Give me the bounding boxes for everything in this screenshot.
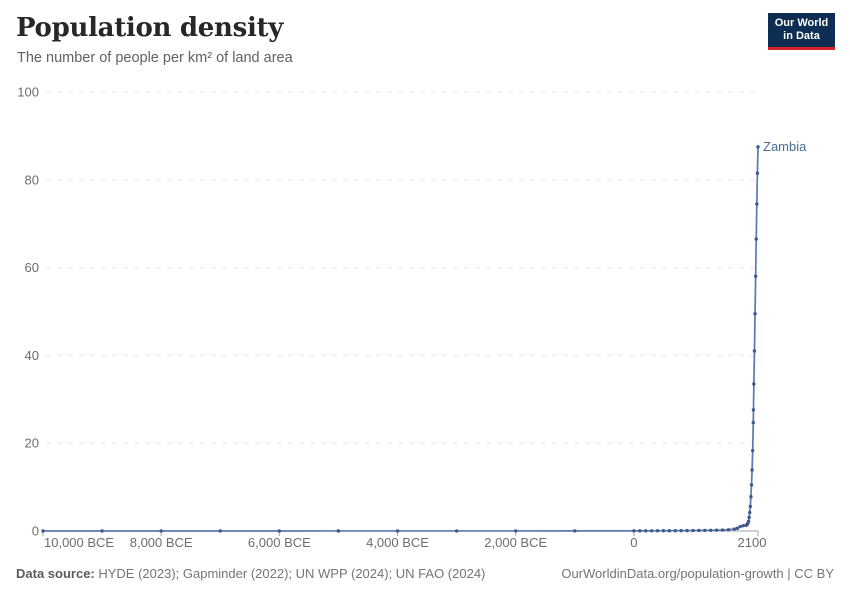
owid-url-link[interactable]: OurWorldinData.org/population-growth | C… — [561, 566, 834, 581]
data-point-marker — [573, 529, 577, 533]
data-point-marker — [41, 529, 45, 533]
y-axis-tick-label: 100 — [17, 85, 39, 100]
data-point-marker — [738, 524, 742, 529]
data-point-marker — [632, 529, 636, 533]
data-point-marker — [747, 515, 751, 520]
x-axis-tick-label: 6,000 BCE — [248, 535, 311, 550]
chart-footer: Data source: HYDE (2023); Gapminder (202… — [16, 566, 834, 581]
series-line[interactable] — [42, 146, 759, 532]
data-point-marker — [735, 526, 740, 531]
data-point-marker — [748, 510, 752, 515]
chart-subtitle: The number of people per km² of land are… — [17, 50, 293, 66]
data-point-marker — [755, 202, 759, 206]
data-point-marker — [673, 528, 677, 533]
x-axis-tick-label: 4,000 BCE — [366, 535, 429, 550]
data-point-marker — [697, 528, 701, 533]
series-entity-label[interactable]: Zambia — [763, 139, 807, 154]
data-point-marker — [100, 529, 104, 533]
data-point-marker — [750, 468, 754, 472]
data-point-marker — [661, 529, 666, 533]
data-point-marker — [753, 311, 757, 316]
data-point-marker — [755, 171, 760, 175]
x-axis-tick-label: 0 — [630, 535, 637, 550]
data-point-marker — [709, 528, 713, 532]
x-axis-tick-label: 8,000 BCE — [130, 535, 193, 550]
data-point-marker — [720, 528, 725, 532]
data-point-marker — [638, 529, 642, 533]
data-source-label: Data source: — [16, 566, 95, 581]
data-point-marker — [749, 495, 753, 499]
data-point-marker — [667, 529, 672, 533]
data-point-marker — [514, 529, 518, 533]
data-point-marker — [679, 528, 683, 533]
data-point-marker — [754, 237, 758, 241]
owid-logo[interactable]: Our World in Data — [768, 13, 835, 50]
y-axis-tick-label: 40 — [25, 348, 39, 363]
data-point-marker — [741, 524, 745, 528]
data-point-marker — [218, 529, 222, 533]
data-point-marker — [756, 145, 760, 149]
x-axis-tick-label: 10,000 BCE — [44, 535, 114, 550]
data-source-note: Data source: HYDE (2023); Gapminder (202… — [16, 566, 485, 581]
data-point-marker — [655, 529, 660, 533]
data-point-marker — [753, 274, 758, 279]
data-point-marker — [703, 528, 707, 533]
y-axis-tick-label: 20 — [25, 436, 39, 451]
x-axis-tick-label: 2,000 BCE — [484, 535, 547, 550]
owid-logo-line2: in Data — [783, 30, 820, 42]
data-point-marker — [685, 528, 689, 533]
data-source-text: HYDE (2023); Gapminder (2022); UN WPP (2… — [94, 566, 486, 581]
data-point-marker — [751, 420, 755, 425]
data-point-marker — [732, 527, 737, 531]
data-point-marker — [159, 529, 163, 533]
data-point-marker — [750, 448, 755, 453]
data-point-marker — [277, 529, 282, 533]
data-point-marker — [454, 529, 459, 533]
y-axis-tick-label: 60 — [25, 260, 39, 275]
data-point-marker — [752, 349, 757, 353]
data-point-marker — [714, 528, 719, 532]
data-point-marker — [752, 382, 756, 386]
page-title: Population density — [16, 13, 284, 43]
data-point-marker — [748, 504, 753, 509]
owid-logo-line1: Our World — [774, 17, 829, 29]
y-axis-tick-label: 80 — [25, 172, 39, 187]
data-point-marker — [691, 528, 695, 533]
data-point-marker — [395, 529, 400, 533]
y-axis-tick-label: 0 — [32, 524, 39, 539]
data-point-marker — [746, 519, 751, 524]
data-point-marker — [751, 408, 756, 412]
data-point-marker — [649, 529, 654, 533]
data-point-marker — [726, 528, 731, 532]
data-point-marker — [749, 483, 754, 487]
x-axis-tick-label: 2100 — [738, 535, 767, 550]
data-point-marker — [336, 529, 341, 533]
data-point-marker — [644, 529, 648, 533]
